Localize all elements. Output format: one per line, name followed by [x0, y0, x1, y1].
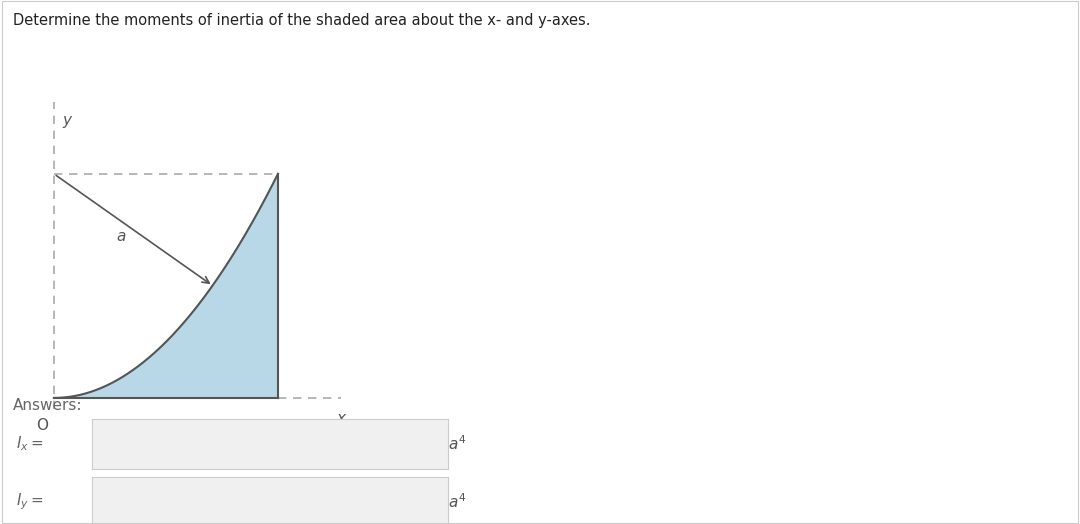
Text: $a^4$: $a^4$ [448, 493, 467, 511]
Polygon shape [54, 174, 278, 398]
Text: $I_{x}=$: $I_{x}=$ [16, 435, 43, 453]
Text: y: y [63, 113, 72, 128]
Text: O: O [36, 418, 48, 433]
Text: i: i [76, 437, 80, 451]
Text: i: i [76, 495, 80, 509]
Text: Determine the moments of inertia of the shaded area about the x- and y-axes.: Determine the moments of inertia of the … [13, 13, 591, 28]
Text: $I_{y}=$: $I_{y}=$ [16, 492, 43, 512]
Text: x: x [336, 411, 346, 427]
Text: a: a [117, 229, 126, 244]
Text: Answers:: Answers: [13, 398, 82, 413]
Text: $a^4$: $a^4$ [448, 435, 467, 453]
